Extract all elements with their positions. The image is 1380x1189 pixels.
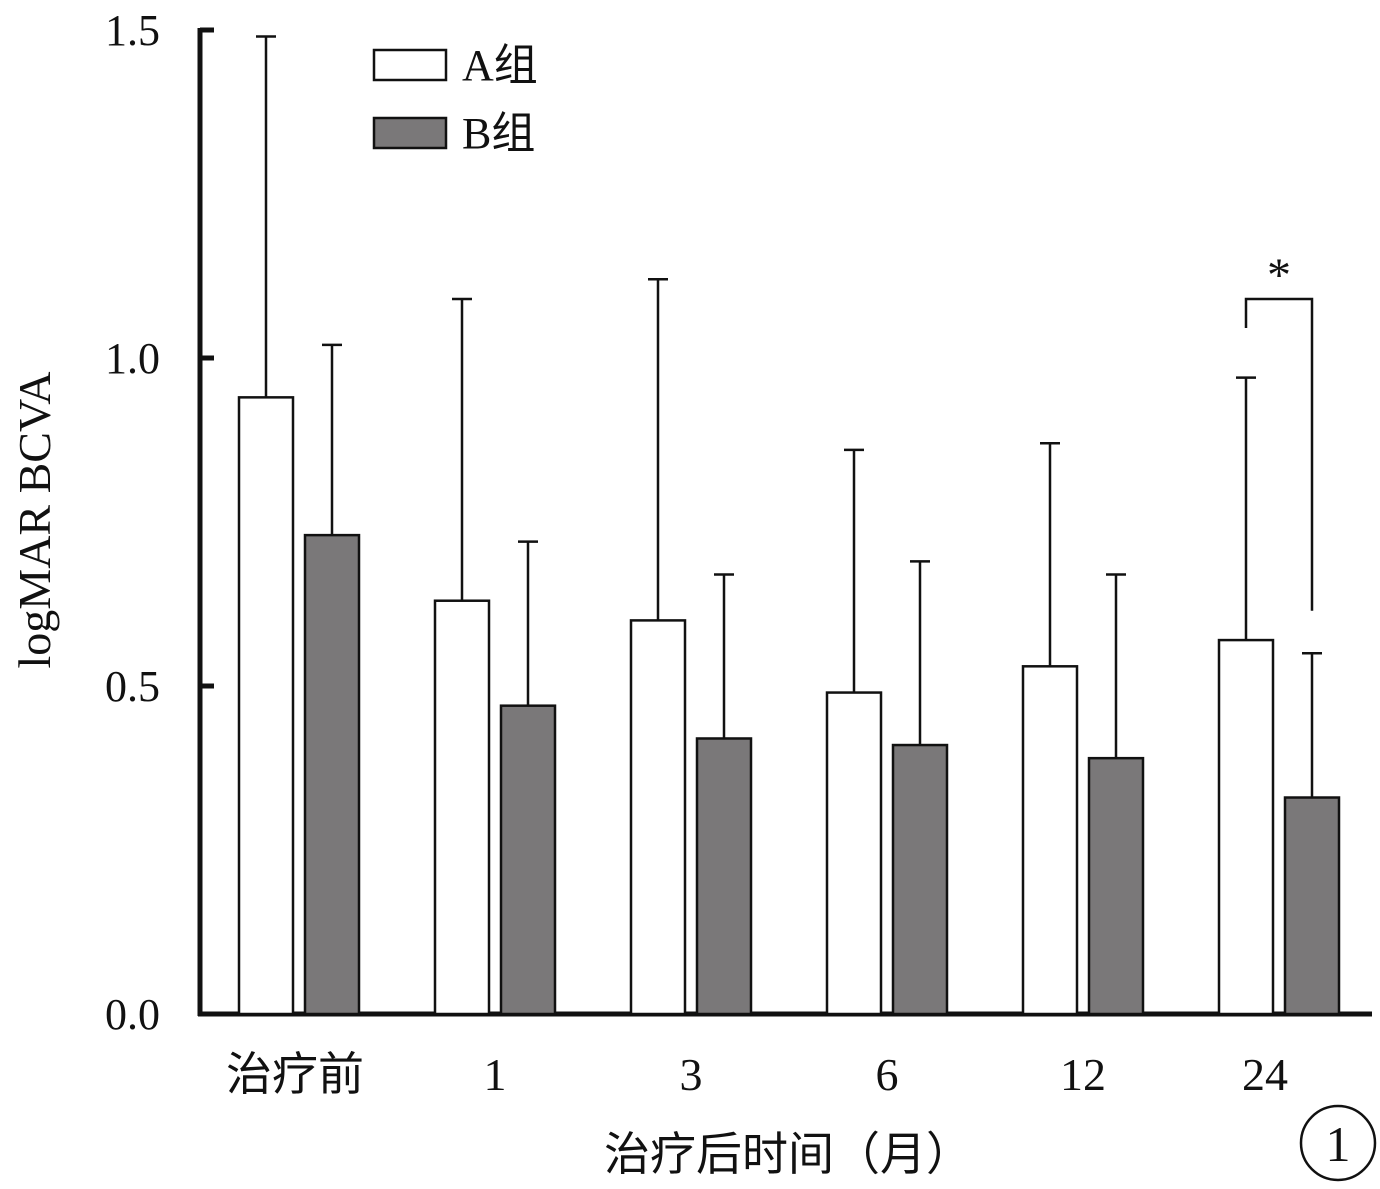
bar-b (1087, 756, 1145, 1016)
x-category-labels: 治疗前 1 3 6 12 24 (226, 1049, 1288, 1100)
bar-b (303, 533, 361, 1016)
x-axis-title: 治疗后时间（月） (604, 1129, 972, 1180)
bar-b (1283, 796, 1341, 1016)
bar-b (499, 704, 557, 1016)
y-tick-label: 1.5 (105, 6, 160, 55)
axes (197, 28, 1372, 1017)
y-tick-label: 0.0 (105, 990, 160, 1039)
legend-label-a: A组 (462, 41, 538, 90)
bar-a (433, 599, 491, 1016)
bar-a (629, 619, 687, 1016)
panel-label: 1 (1299, 1104, 1377, 1182)
error-bars (256, 35, 1322, 798)
x-category-label: 1 (484, 1049, 507, 1100)
panel-label-number: 1 (1326, 1116, 1351, 1172)
y-ticks: 0.0 0.5 1.0 1.5 (105, 6, 214, 1039)
significance-star: * (1267, 249, 1291, 302)
y-tick-label: 0.5 (105, 662, 160, 711)
bar-a (1217, 638, 1275, 1016)
bar-a (237, 396, 295, 1016)
bar-a (825, 691, 883, 1016)
y-tick-label: 1.0 (105, 334, 160, 383)
bar-a (1021, 665, 1079, 1016)
legend-swatch-a (372, 48, 448, 82)
x-category-label: 6 (876, 1049, 899, 1100)
x-category-label: 12 (1060, 1049, 1106, 1100)
legend: A组 B组 (372, 41, 538, 158)
significance-annotation: * (1244, 249, 1314, 611)
panel-label-circle (1299, 1104, 1377, 1182)
significance-bracket (1244, 297, 1314, 611)
y-axis-title: logMAR BCVA (9, 372, 60, 669)
bars (237, 396, 1341, 1016)
x-category-label: 3 (680, 1049, 703, 1100)
bar-b (891, 743, 949, 1016)
x-category-label: 治疗前 (226, 1049, 364, 1100)
x-category-label: 24 (1242, 1049, 1288, 1100)
legend-label-b: B组 (462, 109, 535, 158)
bar-b (695, 737, 753, 1016)
legend-swatch-b (372, 116, 448, 150)
